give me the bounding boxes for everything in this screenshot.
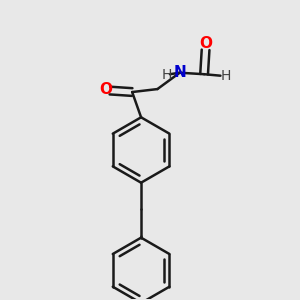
Text: O: O xyxy=(199,36,212,51)
Text: O: O xyxy=(100,82,112,97)
Text: H: H xyxy=(220,69,231,83)
Text: N: N xyxy=(173,65,186,80)
Text: H: H xyxy=(161,68,172,82)
